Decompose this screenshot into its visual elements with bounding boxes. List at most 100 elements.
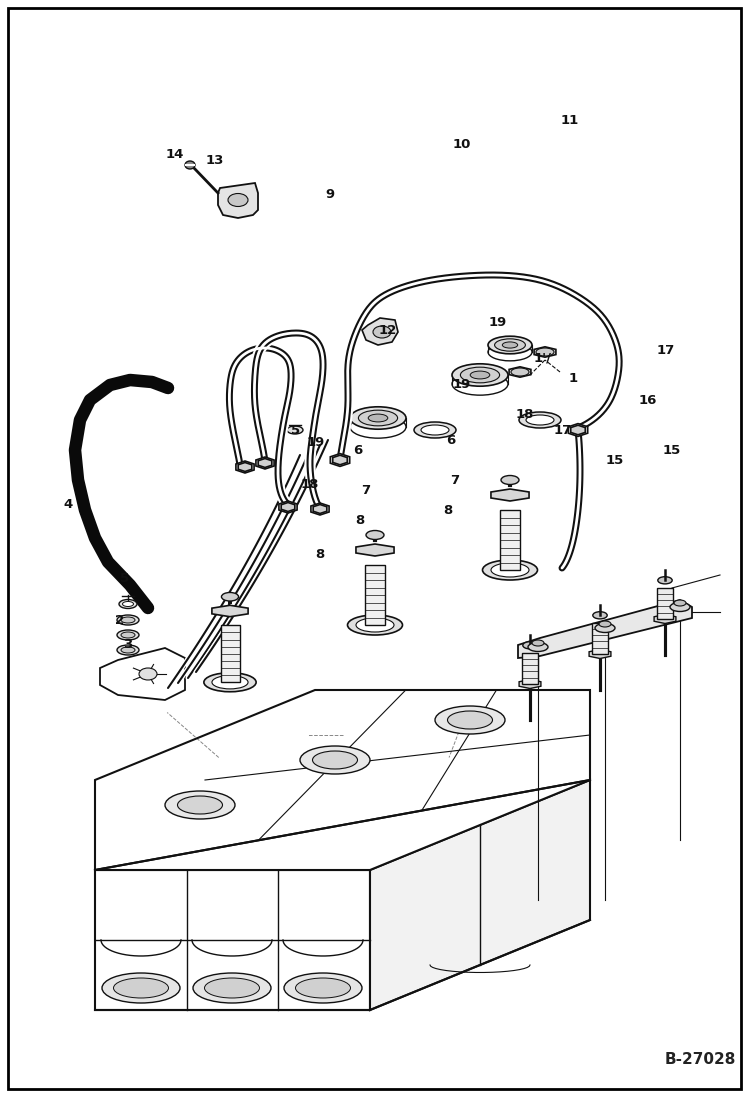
Ellipse shape [526, 415, 554, 425]
Ellipse shape [119, 599, 137, 609]
Text: 4: 4 [64, 498, 73, 511]
Polygon shape [534, 347, 556, 358]
Ellipse shape [674, 600, 686, 606]
Text: 18: 18 [301, 478, 319, 491]
Ellipse shape [359, 410, 398, 426]
Text: 6: 6 [446, 433, 455, 446]
Bar [220, 625, 240, 682]
Polygon shape [568, 423, 588, 437]
Ellipse shape [523, 642, 537, 649]
Text: 1: 1 [568, 372, 577, 385]
Text: 10: 10 [453, 138, 471, 151]
Polygon shape [236, 461, 254, 473]
Ellipse shape [121, 632, 135, 638]
Text: 9: 9 [325, 189, 335, 202]
Polygon shape [95, 780, 590, 870]
Text: 17: 17 [657, 343, 675, 357]
Ellipse shape [528, 643, 548, 652]
Polygon shape [281, 502, 295, 511]
Ellipse shape [658, 577, 672, 584]
Ellipse shape [117, 645, 139, 655]
Text: 2: 2 [115, 613, 124, 626]
Ellipse shape [356, 618, 394, 632]
Polygon shape [509, 366, 531, 377]
Polygon shape [518, 600, 692, 658]
Ellipse shape [592, 612, 607, 619]
Ellipse shape [452, 364, 508, 386]
Text: 19: 19 [489, 316, 507, 328]
Bar [592, 622, 608, 654]
Ellipse shape [212, 676, 248, 689]
Ellipse shape [670, 602, 690, 611]
Ellipse shape [287, 426, 303, 434]
Polygon shape [256, 457, 274, 470]
Ellipse shape [511, 367, 529, 376]
Polygon shape [95, 690, 590, 870]
Text: 17: 17 [554, 423, 572, 437]
Polygon shape [654, 614, 676, 623]
Ellipse shape [366, 531, 384, 540]
Text: 8: 8 [355, 513, 365, 527]
Ellipse shape [350, 407, 406, 429]
Ellipse shape [470, 371, 490, 378]
Text: 11: 11 [561, 113, 579, 126]
Ellipse shape [595, 623, 615, 633]
Text: 6: 6 [354, 443, 363, 456]
Ellipse shape [312, 751, 357, 769]
Ellipse shape [185, 161, 195, 169]
Polygon shape [571, 426, 585, 434]
Ellipse shape [222, 592, 238, 601]
Text: 7: 7 [450, 474, 460, 486]
Text: 18: 18 [516, 408, 534, 421]
Ellipse shape [532, 640, 544, 646]
Text: 16: 16 [639, 394, 657, 407]
Ellipse shape [501, 475, 519, 485]
Text: 8: 8 [443, 504, 452, 517]
Polygon shape [258, 459, 272, 467]
Text: 15: 15 [663, 443, 681, 456]
Ellipse shape [193, 973, 271, 1003]
Ellipse shape [114, 979, 169, 998]
Text: 5: 5 [291, 423, 300, 437]
Ellipse shape [228, 193, 248, 206]
Text: B-27028: B-27028 [664, 1052, 736, 1067]
Ellipse shape [519, 412, 561, 428]
Ellipse shape [204, 672, 256, 692]
Text: 19: 19 [307, 436, 325, 449]
Ellipse shape [491, 563, 529, 577]
Polygon shape [330, 453, 350, 466]
Polygon shape [333, 455, 348, 465]
Ellipse shape [488, 336, 532, 354]
Polygon shape [212, 606, 248, 617]
Polygon shape [370, 780, 590, 1010]
Ellipse shape [139, 668, 157, 680]
Polygon shape [100, 648, 185, 700]
Ellipse shape [300, 746, 370, 774]
Ellipse shape [482, 559, 538, 580]
Polygon shape [313, 505, 327, 513]
Polygon shape [95, 870, 370, 1010]
Ellipse shape [121, 647, 135, 653]
Text: 14: 14 [166, 148, 184, 161]
Bar [657, 588, 673, 619]
Text: 15: 15 [606, 453, 624, 466]
Ellipse shape [117, 615, 139, 625]
Ellipse shape [503, 342, 518, 348]
Polygon shape [311, 504, 329, 514]
Ellipse shape [421, 425, 449, 436]
Text: 12: 12 [379, 324, 397, 337]
Ellipse shape [447, 711, 493, 730]
Ellipse shape [123, 601, 133, 607]
Ellipse shape [121, 617, 135, 623]
Ellipse shape [536, 348, 554, 357]
Ellipse shape [461, 367, 500, 383]
Text: 7: 7 [362, 484, 371, 497]
Polygon shape [519, 679, 541, 689]
Polygon shape [491, 489, 529, 501]
Text: 3: 3 [124, 638, 133, 652]
Ellipse shape [165, 791, 235, 819]
Ellipse shape [204, 979, 259, 998]
Bar [500, 510, 520, 570]
Ellipse shape [435, 706, 505, 734]
Ellipse shape [373, 326, 391, 338]
